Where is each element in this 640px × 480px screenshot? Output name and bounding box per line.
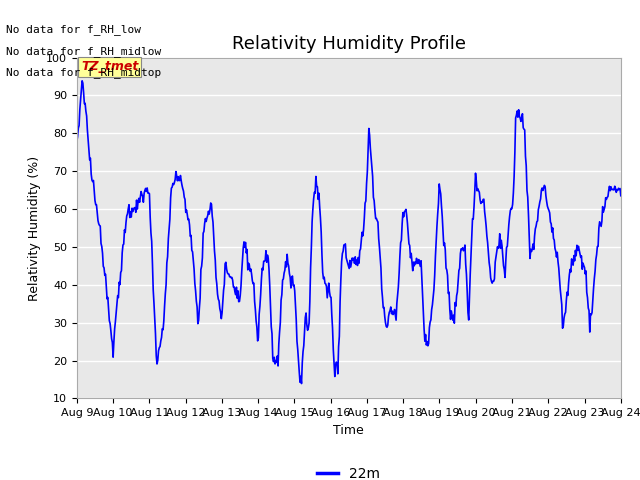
Text: TZ_tmet: TZ_tmet bbox=[81, 60, 138, 73]
Title: Relativity Humidity Profile: Relativity Humidity Profile bbox=[232, 35, 466, 53]
Text: No data for f_RH_midtop: No data for f_RH_midtop bbox=[6, 67, 162, 78]
Legend: 22m: 22m bbox=[312, 462, 386, 480]
X-axis label: Time: Time bbox=[333, 424, 364, 437]
Text: No data for f_RH_low: No data for f_RH_low bbox=[6, 24, 141, 35]
Text: No data for f_RH_midlow: No data for f_RH_midlow bbox=[6, 46, 162, 57]
Y-axis label: Relativity Humidity (%): Relativity Humidity (%) bbox=[28, 156, 40, 300]
